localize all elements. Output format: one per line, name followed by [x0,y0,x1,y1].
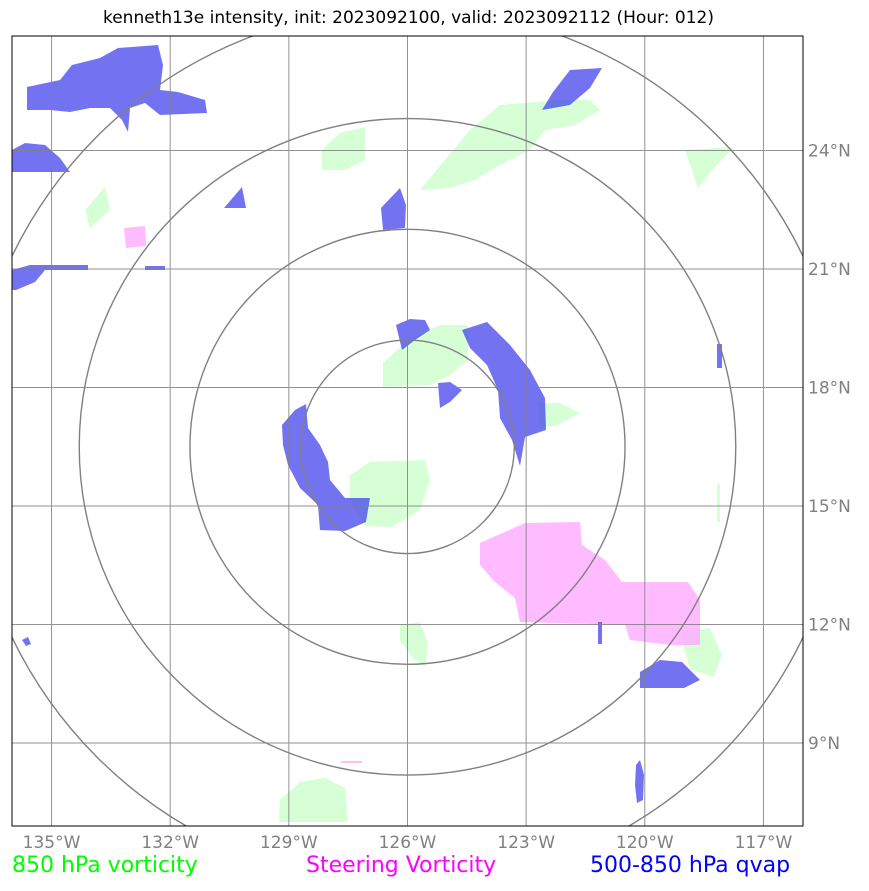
vort850-patch [383,325,468,387]
lat-tick-label: 21°N [808,260,851,280]
vort850-patch [685,147,735,188]
map-title: kenneth13e intensity, init: 2023092100, … [102,8,715,28]
longitude-tick-labels: 135°W 132°W 129°W 126°W 123°W 120°W 117°W [23,833,793,853]
qvap-patch [396,319,430,350]
lat-tick-label: 24°N [808,142,851,162]
range-ring [189,228,626,666]
lon-tick-label: 120°W [616,833,674,853]
lon-tick-label: 132°W [141,833,199,853]
vort850-patch [350,460,430,527]
qvap-patch [438,382,462,408]
lat-lon-grid [12,36,803,826]
lat-tick-label: 12°N [808,616,851,636]
vort850-patch [400,622,428,667]
lon-tick-label: 123°W [497,833,555,853]
lon-tick-label: 117°W [735,833,793,853]
lat-tick-label: 9°N [808,734,840,754]
qvap-patch [27,45,207,132]
qvap-patch [282,404,370,531]
range-ring [300,339,515,555]
qvap-patch [224,187,246,208]
lat-tick-label: 15°N [808,497,851,517]
vort850-patch [538,403,580,428]
lon-tick-label: 129°W [260,833,318,853]
range-ring [78,117,737,776]
qvap-patch [12,265,88,290]
qvap-patch [635,760,644,803]
vort850-patch [279,778,348,822]
qvap-fields [12,45,722,803]
range-ring [12,36,803,826]
range-rings [12,36,803,826]
legend-steering-vorticity: Steering Vorticity [306,853,497,878]
latitude-tick-labels: 24°N 21°N 18°N 15°N 12°N 9°N [808,142,851,754]
legend-qvap: 500-850 hPa qvap [590,853,791,878]
steering-patch [480,522,700,645]
lon-tick-label: 126°W [379,833,437,853]
vort850-patch [85,187,110,228]
vort850-patch [717,484,720,522]
plot-frame [11,35,804,827]
lon-tick-label: 135°W [23,833,81,853]
qvap-patch [22,637,31,646]
vort850-patch [420,100,600,190]
qvap-patch [462,322,546,466]
lat-tick-label: 18°N [808,379,851,399]
steering-patch [124,226,146,248]
legend-850-vorticity: 850 hPa vorticity [12,853,198,878]
qvap-patch [640,660,700,688]
qvap-patch [381,188,406,230]
qvap-patch [12,143,70,172]
qvap-patch [542,68,602,110]
qvap-patch [717,344,722,368]
vort850-patch [322,127,365,170]
steering-patch [341,761,362,763]
qvap-patch [598,622,602,644]
